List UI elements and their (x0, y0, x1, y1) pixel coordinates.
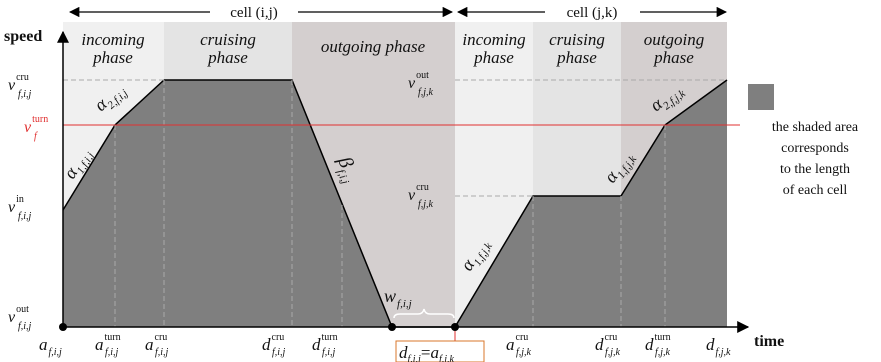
cell-jk-label: cell (j,k) (567, 5, 618, 21)
label-d-turn-ij: dturn f,i,j (312, 332, 338, 358)
phase-incoming-jk-1: incoming (462, 30, 525, 49)
d-a-equality-box (395, 340, 485, 362)
phase-cruising-ij-1: cruising (200, 30, 256, 49)
phase-outgoing-ij: outgoing phase (321, 37, 426, 56)
label-v-turn: vturn f (24, 114, 48, 142)
cell-ij-label: cell (i,j) (230, 5, 277, 21)
label-v-out-jk: vout f,j,k (408, 70, 434, 98)
label-a-cru-ij: acru f,i,j (145, 332, 169, 358)
phase-incoming-ij-2: phase (92, 48, 133, 67)
label-d-cru-jk: dcru f,j,k (595, 332, 621, 358)
x-axis-label: time (754, 333, 784, 350)
wait-brace (393, 308, 455, 319)
legend-line-1: the shaded area (772, 120, 859, 135)
label-d-turn-jk: dturn f,j,k (645, 332, 671, 358)
phase-outgoing-jk-1: outgoing (644, 30, 704, 49)
label-d-a-equality: df,i,j=af,j,k (399, 343, 454, 362)
shaded-area-cell-ij (63, 80, 392, 327)
phase-cruising-ij-2: phase (207, 48, 248, 67)
phase-cruising-jk-2: phase (556, 48, 597, 67)
y-axis-label: speed (4, 28, 42, 45)
label-a-cru-jk: acru f,j,k (506, 332, 532, 358)
phase-incoming-ij-1: incoming (81, 30, 144, 49)
phase-cruising-jk-1: cruising (549, 30, 605, 49)
phase-incoming-jk-2: phase (473, 48, 514, 67)
legend-swatch (748, 84, 774, 110)
label-v-in-ij: vin f,i,j (8, 194, 32, 222)
label-d-jk: df,j,k (706, 335, 731, 358)
label-a-ij: af,i,j (39, 335, 62, 358)
point-d-ij (388, 323, 396, 331)
shaded-area-cell-jk (455, 80, 727, 327)
label-v-cru-jk: vcru f,j,k (408, 182, 434, 210)
phase-outgoing-jk-2: phase (653, 48, 694, 67)
point-a-ij (59, 323, 67, 331)
label-v-out-ij: vout f,i,j (8, 304, 32, 332)
label-v-cru-ij: vcru f,i,j (8, 72, 32, 100)
label-wait: wf,i,j (384, 286, 412, 310)
legend-line-2: corresponds (781, 141, 849, 156)
point-a-jk (451, 323, 459, 331)
legend-line-4: of each cell (783, 183, 848, 198)
label-d-cru-ij: dcru f,i,j (262, 332, 286, 358)
label-a-turn-ij: aturn f,i,j (95, 332, 121, 358)
legend-line-3: to the length (780, 162, 850, 177)
